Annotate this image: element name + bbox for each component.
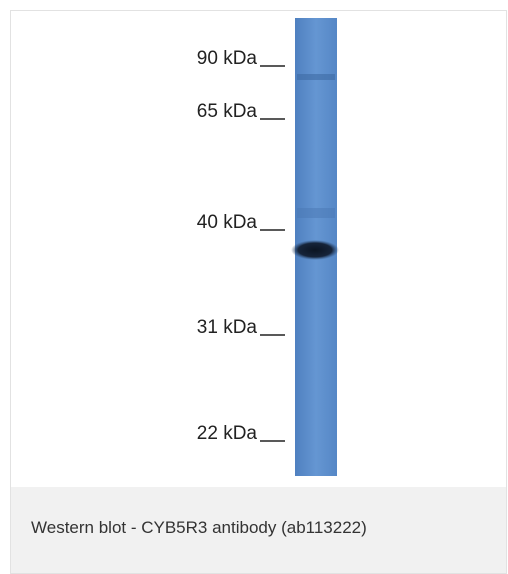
marker-label: 90 kDa bbox=[197, 48, 258, 69]
marker-label: 31 kDa bbox=[197, 317, 258, 338]
band bbox=[291, 240, 339, 260]
page: 90 kDa 65 kDa 40 kDa 31 kDa 22 kDa Western b… bbox=[0, 0, 508, 574]
faint-band bbox=[297, 208, 335, 218]
blot-image: 90 kDa 65 kDa 40 kDa 31 kDa 22 kDa bbox=[0, 0, 508, 487]
marker-label: 40 kDa bbox=[197, 212, 258, 233]
marker-label: 65 kDa bbox=[197, 101, 258, 122]
caption: Western blot - CYB5R3 antibody (ab113222… bbox=[31, 518, 367, 538]
marker-label: 22 kDa bbox=[197, 423, 258, 444]
caption-area: Western blot - CYB5R3 antibody (ab113222… bbox=[10, 487, 507, 574]
faint-band bbox=[297, 74, 335, 80]
